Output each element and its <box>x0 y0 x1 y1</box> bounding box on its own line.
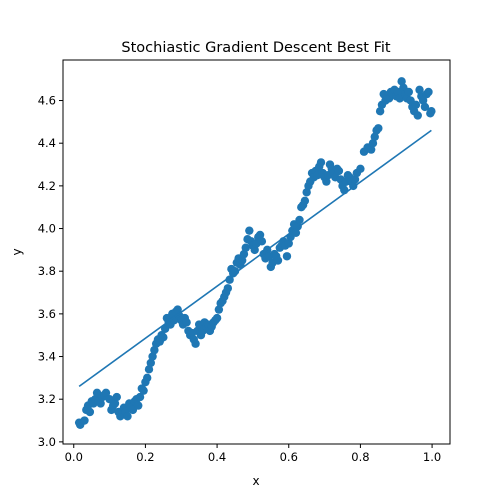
x-tick-label: 0.4 <box>208 450 226 464</box>
scatter-point <box>413 111 422 120</box>
scatter-point <box>368 139 378 148</box>
scatter-point <box>112 392 121 402</box>
scatter-point <box>295 215 304 225</box>
data-layer <box>74 77 436 429</box>
scatter-point <box>375 107 385 116</box>
scatter-point <box>143 373 152 383</box>
x-tick-label: 0.0 <box>65 450 83 464</box>
scatter-point <box>230 267 240 276</box>
scatter-point <box>150 345 159 355</box>
scatter-point <box>182 318 191 327</box>
y-tick-label: 4.2 <box>38 179 56 193</box>
best-fit-line <box>78 129 432 388</box>
scatter-point <box>427 107 436 116</box>
scatter-point <box>334 166 344 176</box>
scatter-point <box>370 132 379 141</box>
scatter-point <box>302 188 311 197</box>
scatter-point <box>250 245 259 255</box>
scatter-point <box>411 100 421 110</box>
scatter-point <box>350 175 360 184</box>
scatter-point <box>424 87 433 97</box>
scatter-point <box>146 358 155 368</box>
plot-frame <box>62 59 451 445</box>
scatter-point <box>257 237 267 246</box>
scatter-point <box>284 239 293 248</box>
scatter-point <box>404 87 413 97</box>
scatter-point <box>366 145 376 154</box>
scatter-point <box>85 407 95 417</box>
scatter-point <box>374 124 383 133</box>
scatter-point <box>239 249 249 259</box>
scatter-point <box>255 230 265 240</box>
scatter-point <box>415 85 424 95</box>
y-tick-label: 3.4 <box>38 350 56 364</box>
scatter-point <box>212 313 222 323</box>
scatter-point <box>139 386 148 395</box>
chart-title: Stochiastic Gradient Descent Best Fit <box>121 40 390 56</box>
scatter-point <box>420 102 430 112</box>
scatter-point <box>96 399 105 408</box>
scatter-point <box>418 96 428 105</box>
scatter-point <box>214 305 224 314</box>
scatter-point <box>110 399 120 408</box>
scatter-point <box>173 305 182 314</box>
scatter-point <box>245 226 254 235</box>
y-tick-label: 4.0 <box>38 222 56 236</box>
scatter-point <box>237 256 247 265</box>
x-tick-label: 1.0 <box>423 450 441 464</box>
y-axis-label: y <box>10 248 24 255</box>
scatter-point <box>397 77 406 86</box>
scatter-point <box>356 164 365 173</box>
scatter-point <box>148 352 157 361</box>
plot-area: 0.0 0.2 0.4 0.6 0.8 1.0 3.0 3.2 3.4 3.6 3.8 4.0 4.2… <box>38 59 451 464</box>
x-tick-label: 0.8 <box>351 450 369 464</box>
scatter-point <box>322 177 331 186</box>
scatter-point <box>241 243 250 252</box>
scatter-point <box>135 392 145 402</box>
y-tick-label: 3.8 <box>38 264 56 278</box>
y-tick-label: 4.6 <box>38 94 56 108</box>
x-tick-label: 0.2 <box>136 450 154 464</box>
x-axis-label: x <box>252 474 259 488</box>
scatter-point <box>159 333 168 342</box>
scatter-point <box>144 365 154 374</box>
y-tick-label: 3.0 <box>38 435 56 449</box>
scatter-point <box>316 158 326 167</box>
scatter-point <box>191 339 200 348</box>
x-tick-label: 0.6 <box>280 450 298 464</box>
scatter-point <box>123 412 132 421</box>
y-axis: 3.0 3.2 3.4 3.6 3.8 4.0 4.2 4.4 4.6 <box>38 94 63 449</box>
scatter-point <box>273 256 283 265</box>
y-tick-label: 3.6 <box>38 307 56 321</box>
scatter-point <box>300 196 310 205</box>
scatter-point <box>223 284 233 293</box>
x-axis: 0.0 0.2 0.4 0.6 0.8 1.0 <box>65 444 441 464</box>
scatter-point <box>101 388 111 397</box>
y-tick-label: 4.4 <box>38 136 56 150</box>
scatter-point <box>134 401 143 410</box>
y-tick-label: 3.2 <box>38 392 56 406</box>
scatter-point <box>80 416 89 425</box>
scatter-point <box>282 252 292 261</box>
